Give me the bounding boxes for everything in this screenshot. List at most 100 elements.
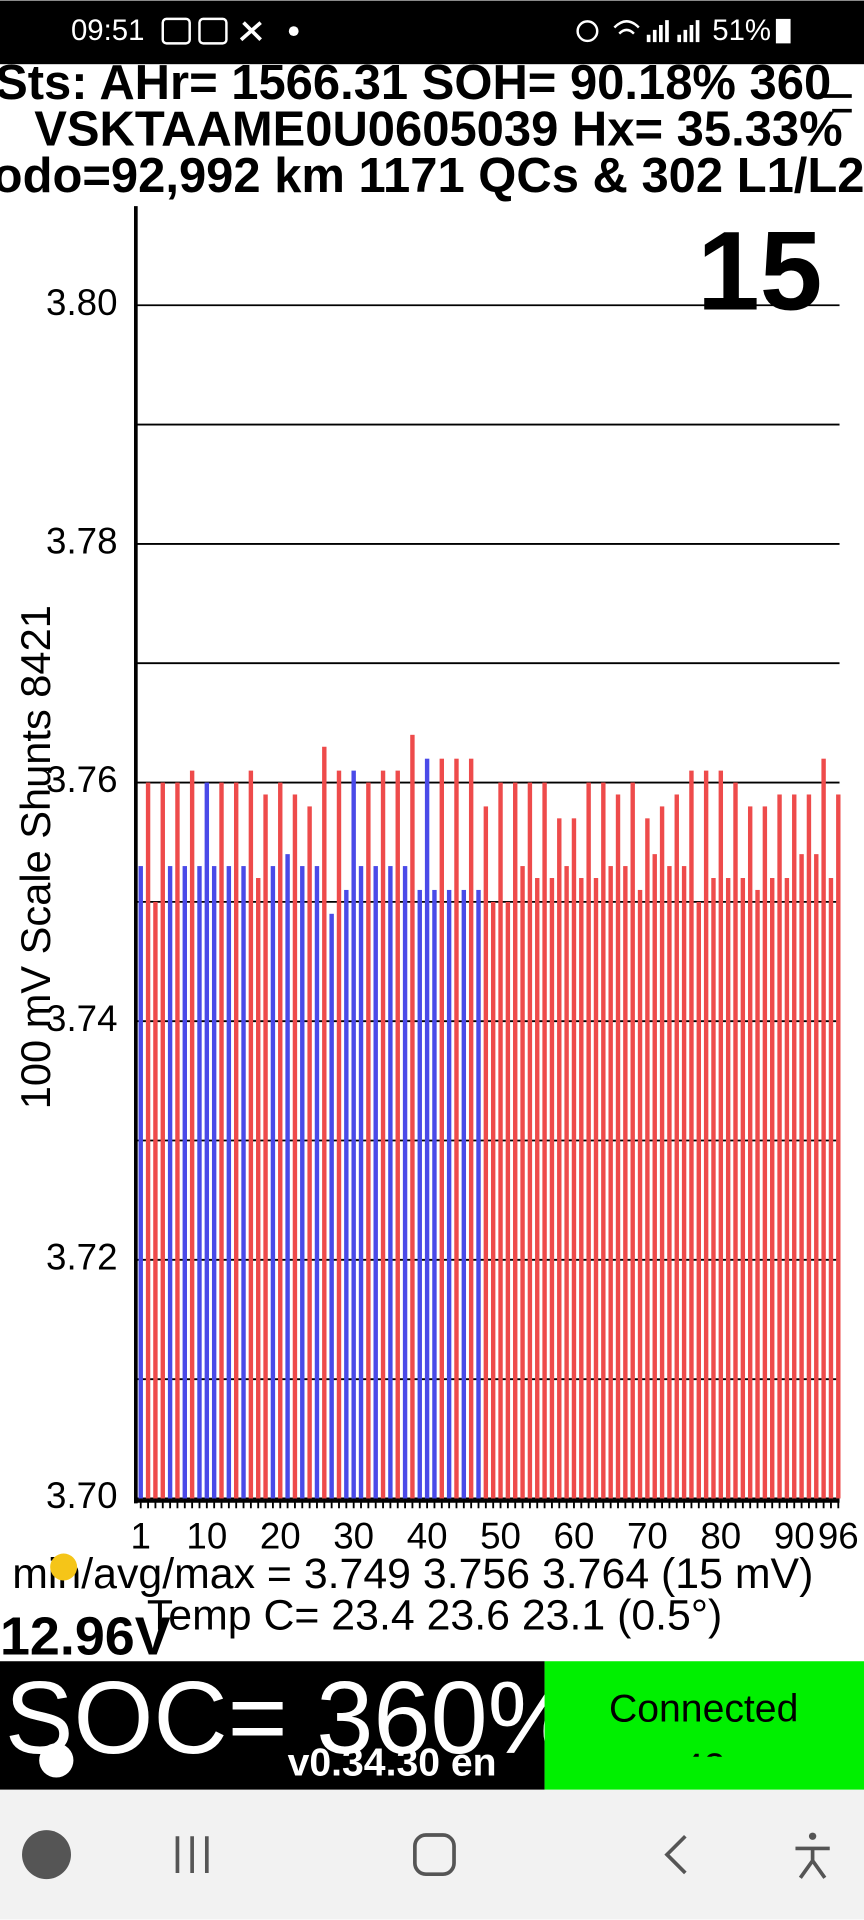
bar bbox=[446, 889, 452, 1499]
bar bbox=[667, 866, 672, 1499]
y-axis-label: 100 mV Scale Shunts 8421 bbox=[12, 605, 59, 1109]
bar bbox=[366, 782, 371, 1499]
counter: 15 bbox=[697, 207, 822, 333]
signal-icon bbox=[646, 20, 700, 43]
bar bbox=[351, 770, 356, 1499]
x-tick-label: 30 bbox=[333, 1516, 374, 1557]
x-tick-label: 90 bbox=[774, 1516, 815, 1557]
clock: 09:51 bbox=[71, 14, 144, 47]
back-button[interactable] bbox=[664, 1834, 687, 1875]
bar bbox=[197, 866, 202, 1499]
menu-icon[interactable] bbox=[822, 94, 852, 113]
toggle-icon[interactable] bbox=[39, 1743, 74, 1778]
bar bbox=[586, 782, 591, 1499]
bar bbox=[806, 794, 812, 1499]
bar bbox=[630, 782, 635, 1499]
bar bbox=[204, 782, 210, 1499]
voltage: 12.96V bbox=[0, 1607, 171, 1667]
bar bbox=[711, 878, 716, 1499]
home-button[interactable] bbox=[413, 1833, 456, 1877]
bar bbox=[799, 854, 804, 1499]
bar bbox=[167, 866, 173, 1499]
x-tick-label: 20 bbox=[260, 1516, 301, 1557]
battery-icon bbox=[775, 18, 791, 44]
game-launcher-button[interactable] bbox=[22, 1830, 71, 1880]
bar bbox=[233, 782, 239, 1499]
bar bbox=[645, 818, 650, 1499]
y-tick-label: 3.70 bbox=[46, 1475, 117, 1516]
y-tick-label: 3.74 bbox=[46, 998, 117, 1039]
temperature: Temp C= 23.4 23.6 23.1 (0.5°) bbox=[147, 1592, 722, 1640]
bar bbox=[659, 806, 665, 1499]
bar bbox=[637, 889, 643, 1499]
accessibility-button[interactable] bbox=[795, 1836, 830, 1879]
bar bbox=[175, 782, 180, 1499]
bar bbox=[792, 794, 797, 1499]
alarm-icon bbox=[576, 20, 599, 43]
bar bbox=[211, 866, 217, 1499]
x-tick-label: 10 bbox=[186, 1516, 227, 1557]
bar bbox=[733, 782, 738, 1499]
bar bbox=[725, 878, 731, 1499]
bar bbox=[145, 782, 151, 1499]
header-line: VSKTAAME0U0605039 Hx= 35.33% bbox=[34, 103, 842, 157]
x-tick-label: 80 bbox=[700, 1516, 741, 1557]
bar bbox=[505, 901, 511, 1499]
bar bbox=[285, 854, 290, 1499]
accessibility-button[interactable] bbox=[808, 1832, 817, 1840]
x-tick-label: 50 bbox=[480, 1516, 521, 1557]
bar bbox=[601, 782, 606, 1499]
bar bbox=[182, 866, 187, 1499]
bar bbox=[344, 889, 349, 1499]
bar bbox=[373, 866, 378, 1499]
bar bbox=[160, 782, 165, 1499]
plot: 3.70 3.72 3.74 3.76 3.78 3.80 1 10 20 30 40 50 60 70 8… bbox=[46, 206, 859, 1557]
bar bbox=[410, 734, 415, 1499]
bar bbox=[740, 878, 746, 1499]
bar bbox=[549, 878, 555, 1499]
notif-icon bbox=[239, 21, 262, 42]
bar bbox=[836, 794, 841, 1499]
bar bbox=[278, 782, 283, 1499]
bar bbox=[395, 770, 400, 1499]
bar bbox=[828, 878, 834, 1499]
bar bbox=[461, 889, 467, 1499]
bar bbox=[571, 818, 577, 1499]
bar bbox=[535, 878, 540, 1499]
bulb-icon[interactable] bbox=[50, 1553, 78, 1581]
bar bbox=[388, 866, 393, 1499]
bar bbox=[476, 889, 481, 1499]
nav-bar bbox=[0, 1789, 864, 1920]
bar bbox=[579, 878, 584, 1499]
bar bbox=[770, 878, 775, 1499]
battery-level: 51% bbox=[712, 14, 771, 47]
bar bbox=[263, 794, 268, 1499]
wifi-icon bbox=[613, 20, 640, 35]
bar bbox=[593, 878, 599, 1499]
bar bbox=[542, 782, 547, 1499]
bar bbox=[329, 913, 334, 1499]
status-bar bbox=[0, 0, 864, 65]
bar bbox=[718, 770, 724, 1499]
bar bbox=[608, 866, 613, 1499]
bar bbox=[424, 758, 430, 1499]
notif-dot bbox=[288, 26, 299, 37]
bar bbox=[689, 770, 694, 1499]
notif-icon bbox=[198, 17, 228, 45]
version: v0.34.30 en bbox=[288, 1742, 497, 1785]
recents-button[interactable] bbox=[175, 1836, 209, 1873]
bar bbox=[564, 866, 569, 1499]
bar bbox=[417, 889, 422, 1499]
connection-panel[interactable] bbox=[544, 1661, 864, 1790]
bar bbox=[138, 866, 143, 1499]
bar bbox=[703, 770, 709, 1499]
connection-count: 42 bbox=[682, 1746, 726, 1789]
bar bbox=[336, 770, 342, 1499]
soc-panel bbox=[0, 1661, 545, 1790]
bar bbox=[307, 806, 312, 1499]
bar bbox=[432, 889, 437, 1499]
bar bbox=[358, 866, 364, 1499]
header-line: odo=92,992 km 1171 QCs & 302 L1/L2s bbox=[0, 149, 864, 203]
bar bbox=[527, 782, 533, 1499]
bar bbox=[322, 746, 327, 1499]
